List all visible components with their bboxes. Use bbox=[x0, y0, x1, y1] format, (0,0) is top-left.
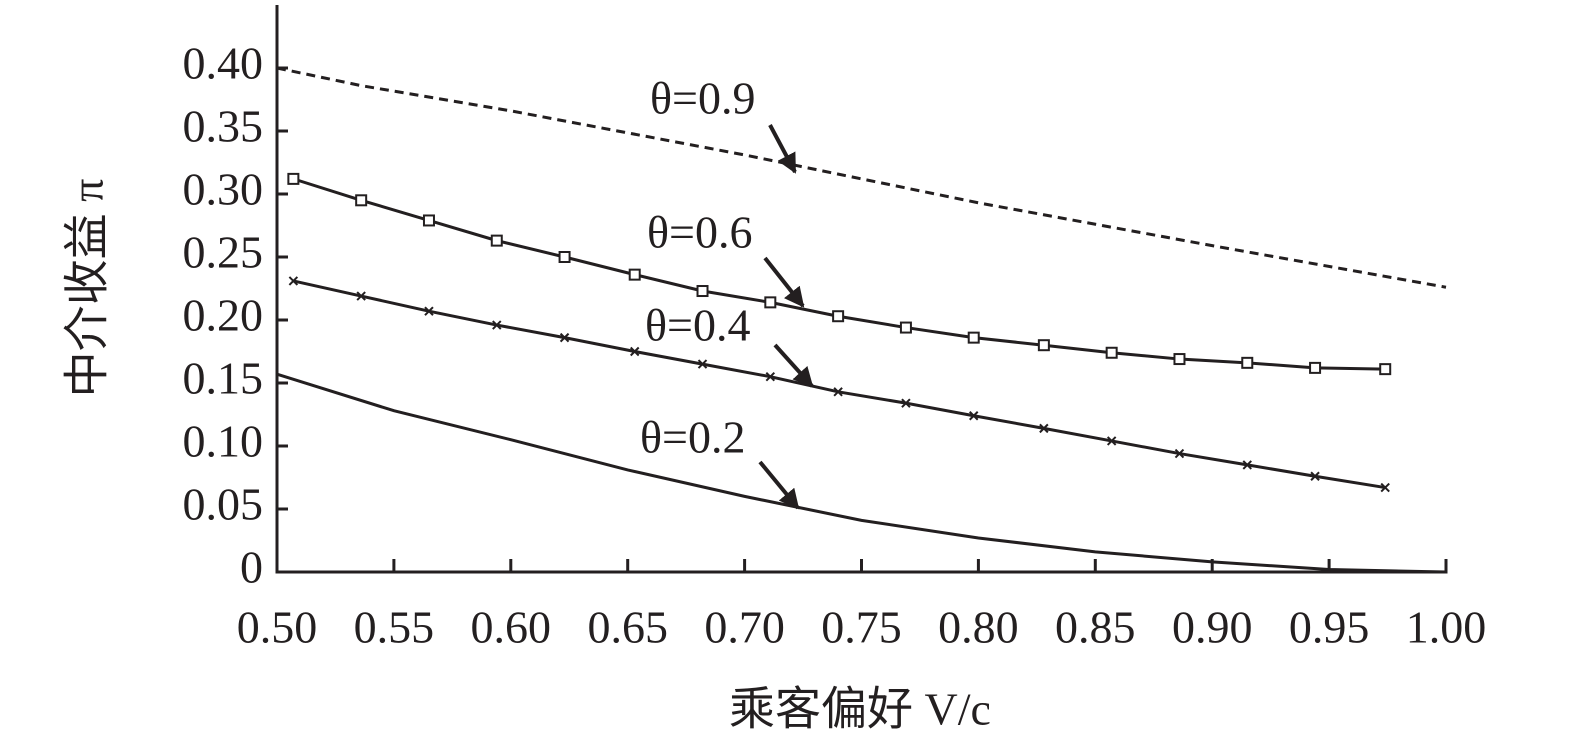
marker bbox=[969, 411, 979, 421]
x-tick-label: 0.50 bbox=[237, 602, 318, 653]
y-tick-label: 0.15 bbox=[183, 353, 264, 404]
y-tick-label: 0.40 bbox=[183, 38, 264, 89]
marker bbox=[492, 320, 502, 330]
label-arrow bbox=[768, 124, 797, 174]
x-tick-label: 0.80 bbox=[938, 602, 1019, 653]
marker bbox=[1310, 471, 1320, 481]
y-axis-label: 中介收益 π bbox=[62, 179, 113, 398]
series-label: θ=0.6 bbox=[647, 207, 752, 258]
marker bbox=[1037, 339, 1050, 352]
y-tick-label: 0.20 bbox=[183, 290, 264, 341]
y-tick-label: 0.35 bbox=[183, 101, 264, 152]
marker bbox=[287, 172, 300, 185]
x-tick-label: 0.60 bbox=[471, 602, 552, 653]
y-tick-label: 0.30 bbox=[183, 164, 264, 215]
marker bbox=[628, 268, 641, 281]
marker bbox=[1242, 460, 1252, 470]
x-tick-label: 0.90 bbox=[1172, 602, 1253, 653]
marker bbox=[765, 371, 776, 382]
marker bbox=[630, 346, 640, 357]
series-label: θ=0.4 bbox=[645, 300, 750, 351]
y-tick-label: 0 bbox=[240, 542, 263, 593]
label-arrow bbox=[763, 256, 805, 308]
x-tick-label: 0.75 bbox=[821, 602, 902, 653]
marker bbox=[696, 285, 709, 298]
marker bbox=[1380, 482, 1390, 493]
series-line bbox=[276, 66, 1447, 289]
marker bbox=[1106, 436, 1117, 446]
marker bbox=[1105, 346, 1118, 359]
series-label: θ=0.9 bbox=[650, 73, 755, 124]
marker bbox=[558, 251, 571, 263]
x-axis-label: 乘客偏好 V/c bbox=[729, 684, 991, 735]
marker bbox=[288, 276, 299, 286]
x-tick-label: 1.00 bbox=[1406, 602, 1487, 653]
marker bbox=[422, 214, 435, 227]
marker bbox=[833, 387, 843, 397]
marker bbox=[901, 398, 911, 408]
marker bbox=[559, 332, 570, 343]
marker bbox=[764, 296, 777, 309]
label-arrow bbox=[758, 460, 800, 510]
marker bbox=[424, 306, 434, 316]
series-line bbox=[276, 372, 1447, 574]
series-label: θ=0.2 bbox=[640, 412, 745, 463]
marker bbox=[355, 194, 368, 207]
marker bbox=[1174, 448, 1185, 459]
marker bbox=[1309, 361, 1322, 374]
marker bbox=[697, 359, 708, 369]
series-line bbox=[292, 177, 1386, 371]
marker bbox=[356, 291, 366, 301]
x-tick-label: 0.70 bbox=[704, 602, 785, 653]
x-tick-label: 0.55 bbox=[354, 602, 435, 653]
marker bbox=[1039, 423, 1049, 434]
marker bbox=[899, 321, 912, 334]
marker bbox=[1379, 363, 1392, 376]
label-arrow bbox=[773, 343, 814, 388]
marker bbox=[967, 331, 980, 344]
y-tick-label: 0.25 bbox=[183, 227, 264, 278]
y-tick-label: 0.05 bbox=[183, 479, 264, 530]
x-tick-label: 0.85 bbox=[1055, 602, 1136, 653]
x-tick-label: 0.95 bbox=[1289, 602, 1370, 653]
y-tick-label: 0.10 bbox=[183, 416, 264, 467]
marker bbox=[490, 234, 503, 247]
marker bbox=[1173, 353, 1186, 366]
x-tick-label: 0.65 bbox=[587, 602, 668, 653]
marker bbox=[832, 310, 845, 323]
marker bbox=[1241, 356, 1254, 369]
